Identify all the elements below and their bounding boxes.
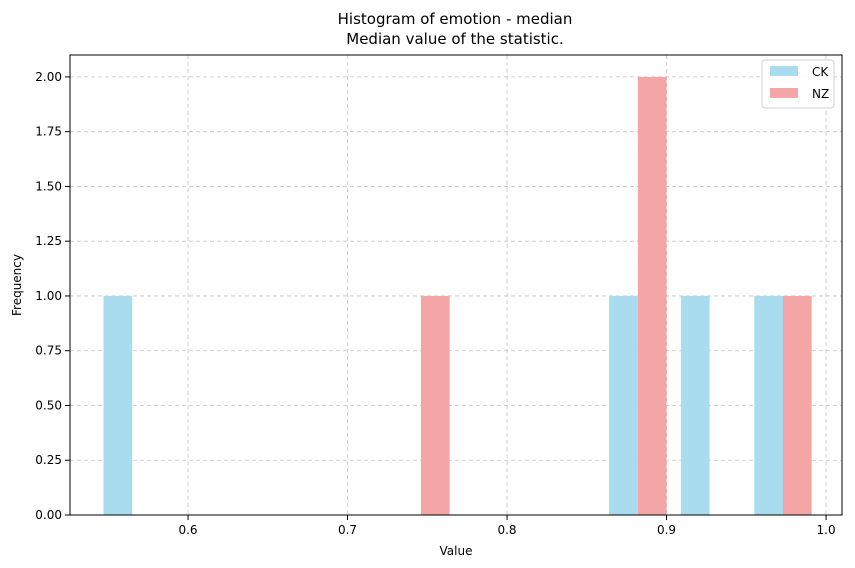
y-axis-ticks: 0.00 0.25 0.50 0.75 1.00 1.25 1.50 1.75 2.00 bbox=[35, 70, 70, 522]
x-tick-label: 1.0 bbox=[817, 523, 836, 537]
x-tick-label: 0.6 bbox=[178, 523, 197, 537]
bar-nz bbox=[782, 295, 812, 515]
x-axis-label: Value bbox=[440, 544, 473, 558]
legend: CK NZ bbox=[761, 59, 835, 109]
y-tick-label: 1.50 bbox=[35, 179, 62, 193]
bar-nz bbox=[420, 295, 450, 515]
bar-ck bbox=[680, 295, 710, 515]
x-tick-label: 0.7 bbox=[338, 523, 357, 537]
x-axis-ticks: 0.6 0.7 0.8 0.9 1.0 bbox=[178, 515, 836, 537]
y-tick-label: 1.25 bbox=[35, 234, 62, 248]
bars bbox=[103, 76, 812, 516]
x-tick-label: 0.9 bbox=[657, 523, 676, 537]
legend-swatch-ck bbox=[770, 66, 798, 76]
y-axis-label: Frequency bbox=[10, 254, 24, 316]
y-tick-label: 0.50 bbox=[35, 398, 62, 412]
legend-label-ck: CK bbox=[812, 65, 829, 79]
y-tick-label: 2.00 bbox=[35, 70, 62, 84]
bar-ck bbox=[103, 295, 133, 515]
y-tick-label: 1.00 bbox=[35, 289, 62, 303]
bar-ck bbox=[754, 295, 783, 515]
legend-label-nz: NZ bbox=[812, 87, 829, 101]
legend-swatch-nz bbox=[770, 88, 798, 98]
x-tick-label: 0.8 bbox=[497, 523, 516, 537]
chart-title: Histogram of emotion - median bbox=[338, 10, 573, 28]
y-tick-label: 0.25 bbox=[35, 453, 62, 467]
chart-subtitle: Median value of the statistic. bbox=[346, 30, 564, 48]
bar-ck bbox=[609, 295, 638, 515]
grid-lines bbox=[70, 55, 842, 516]
y-tick-label: 1.75 bbox=[35, 125, 62, 139]
y-tick-label: 0.75 bbox=[35, 344, 62, 358]
bar-nz bbox=[637, 76, 667, 516]
y-tick-label: 0.00 bbox=[35, 508, 62, 522]
plot-frame bbox=[69, 54, 843, 516]
